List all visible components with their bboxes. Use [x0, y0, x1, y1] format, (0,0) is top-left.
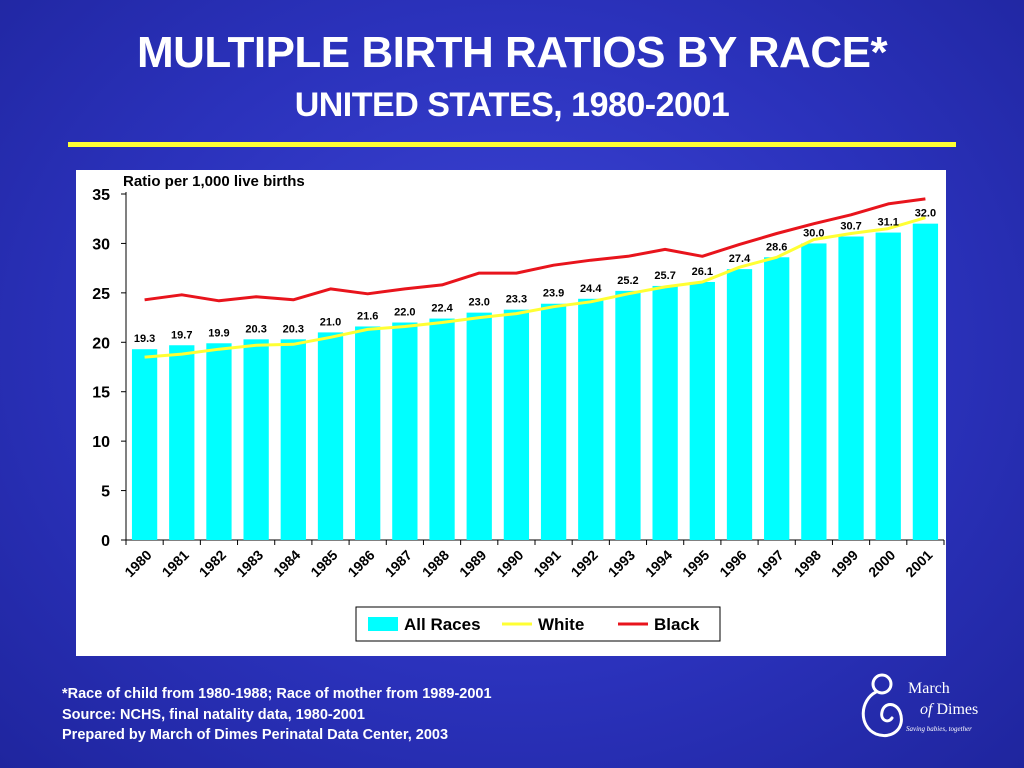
bar — [540, 303, 567, 540]
chart-subtitle: UNITED STATES, 1980-2001 — [294, 86, 730, 124]
x-tick-label: 1997 — [753, 547, 786, 580]
x-tick-label: 1998 — [791, 547, 824, 580]
y-axis-title: Ratio per 1,000 live births — [123, 173, 305, 190]
bar — [615, 290, 641, 540]
chart-svg: Ratio per 1,000 live births 0 5 10 15 20 25 30 3… — [92, 173, 945, 642]
footnote-prepared-by: Prepared by March of Dimes Perinatal Dat… — [62, 727, 449, 743]
logo-word-march: March — [908, 680, 950, 697]
x-tick-label: 1981 — [159, 547, 192, 580]
bar — [838, 236, 864, 540]
y-tick-label: 35 — [92, 187, 110, 204]
bar-data-label: 21.6 — [357, 310, 378, 322]
bar — [355, 326, 381, 540]
x-tick-label: 1992 — [568, 547, 601, 580]
bar — [689, 281, 715, 540]
bar — [131, 349, 158, 540]
logo-tagline: Saving babies, together — [906, 725, 972, 733]
bar — [280, 339, 306, 540]
bar-data-label: 25.2 — [617, 275, 638, 287]
x-tick-label: 1983 — [233, 547, 266, 580]
title-divider — [68, 142, 956, 147]
logo-word-of-dimes: of Dimes — [920, 701, 978, 719]
bar — [466, 312, 492, 540]
y-tick-label: 30 — [92, 236, 110, 253]
bar — [206, 343, 232, 540]
bar-data-label: 25.7 — [654, 270, 675, 282]
legend-label-all-races: All Races — [404, 615, 481, 634]
bar — [912, 223, 939, 540]
footnote-source: Source: NCHS, final natality data, 1980-… — [62, 706, 365, 723]
series-line-white — [144, 216, 926, 359]
x-tick-label: 1999 — [828, 547, 861, 580]
chart-panel: Ratio per 1,000 live births 0 5 10 15 20 25 30 3… — [76, 170, 946, 656]
y-tick-label: 20 — [92, 335, 110, 352]
bar-data-label: 21.0 — [320, 316, 341, 328]
x-tick-label: 2001 — [902, 547, 935, 580]
bar-data-label: 23.9 — [543, 288, 564, 300]
x-tick-label: 1996 — [716, 547, 749, 580]
bar-data-label: 27.4 — [729, 253, 751, 265]
bar — [503, 309, 530, 540]
bar-data-label: 30.0 — [803, 227, 824, 239]
bar-data-label: 19.9 — [208, 327, 229, 339]
bar-data-label: 26.1 — [692, 266, 713, 278]
y-tick-label: 5 — [101, 484, 110, 501]
bar-data-label: 24.4 — [580, 283, 602, 295]
footnote-race: *Race of child from 1980-1988; Race of m… — [62, 686, 492, 702]
x-tick-label: 1995 — [679, 547, 712, 580]
bar — [169, 345, 195, 540]
bar-data-label: 23.0 — [469, 297, 490, 309]
bar-data-label: 22.4 — [431, 303, 453, 315]
bar — [801, 243, 827, 540]
x-tick-label: 1988 — [419, 547, 452, 580]
legend-box — [355, 606, 721, 642]
bar — [764, 257, 790, 540]
legend-swatch-all-races — [368, 617, 398, 631]
y-tick-label: 15 — [92, 385, 110, 402]
y-tick-label: 10 — [92, 434, 110, 451]
bar-data-label: 31.1 — [878, 217, 899, 229]
bar — [317, 332, 344, 540]
logo-word-of: of — [920, 701, 933, 718]
bar-data-label: 23.3 — [506, 294, 527, 306]
bar — [578, 298, 604, 540]
bar — [243, 339, 269, 540]
x-tick-label: 1982 — [196, 547, 229, 580]
x-tick-label: 1987 — [382, 547, 415, 580]
y-tick-label: 25 — [92, 286, 110, 303]
x-tick-label: 1980 — [121, 547, 154, 580]
bar-data-label: 19.7 — [171, 329, 192, 341]
y-tick-label: 0 — [101, 533, 110, 550]
bar — [429, 318, 455, 540]
legend-label-white: White — [538, 615, 584, 634]
chart-title: MULTIPLE BIRTH RATIOS BY RACE* — [136, 28, 888, 77]
logo-word-dimes: Dimes — [932, 701, 979, 718]
x-tick-label: 1989 — [456, 547, 489, 580]
march-of-dimes-logo-icon — [861, 673, 903, 737]
bar — [875, 232, 901, 540]
bar-data-label: 20.3 — [283, 323, 304, 335]
x-tick-label: 1985 — [307, 547, 340, 580]
bar-data-label: 30.7 — [840, 221, 861, 233]
legend-label-black: Black — [654, 615, 700, 634]
x-tick-label: 1991 — [530, 547, 563, 580]
x-tick-label: 1984 — [270, 547, 303, 580]
x-tick-label: 1993 — [605, 547, 638, 580]
bar — [652, 285, 678, 540]
bar — [726, 269, 753, 540]
x-tick-label: 1990 — [493, 547, 526, 580]
bar-data-label: 22.0 — [394, 307, 415, 319]
bar-data-label: 19.3 — [134, 333, 155, 345]
series-line-black — [144, 197, 926, 303]
bar-data-label: 20.3 — [245, 323, 266, 335]
bar-data-label: 28.6 — [766, 241, 787, 253]
bar — [392, 322, 418, 540]
x-tick-label: 2000 — [865, 547, 898, 580]
bar-data-label: 32.0 — [915, 208, 936, 220]
footnotes: *Race of child from 1980-1988; Race of m… — [62, 684, 492, 746]
x-tick-label: 1994 — [642, 547, 675, 580]
x-tick-label: 1986 — [344, 547, 377, 580]
